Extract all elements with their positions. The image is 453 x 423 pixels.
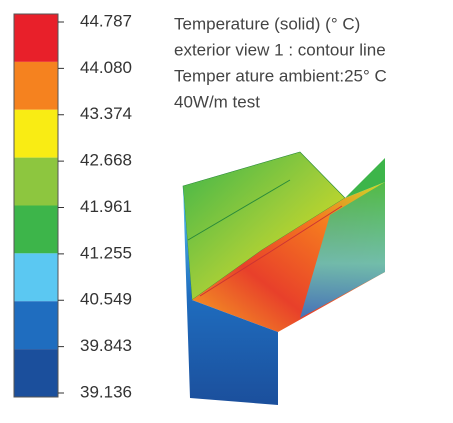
legend-label: 43.374 xyxy=(80,104,132,123)
thermal-model xyxy=(182,151,385,405)
info-line: Temper ature ambient:25° C xyxy=(174,66,387,85)
right-wall-top xyxy=(345,158,385,198)
legend-band xyxy=(14,301,58,350)
legend-label: 41.961 xyxy=(80,197,132,216)
legend-label: 41.255 xyxy=(80,243,132,262)
info-line: Temperature (solid) (° C) xyxy=(174,14,360,33)
legend-label: 44.080 xyxy=(80,58,132,77)
legend-label: 44.787 xyxy=(80,11,132,30)
legend-band xyxy=(14,157,58,206)
legend-label: 39.136 xyxy=(80,382,132,401)
front-face xyxy=(183,186,278,405)
legend-band xyxy=(14,253,58,302)
legend-label: 42.668 xyxy=(80,151,132,170)
ridge-line xyxy=(199,205,343,297)
legend-band xyxy=(14,109,58,158)
legend-label: 39.843 xyxy=(80,336,132,355)
legend-band xyxy=(14,205,58,254)
legend-frame xyxy=(13,13,59,398)
legend-band xyxy=(14,61,58,110)
legend-band xyxy=(14,349,58,397)
info-line: exterior view 1 : contour line xyxy=(174,40,386,59)
info-line: 40W/m test xyxy=(174,92,260,111)
ridge-line xyxy=(187,179,291,241)
legend-band xyxy=(14,14,58,62)
legend-label: 40.549 xyxy=(80,290,132,309)
right-wall xyxy=(300,182,385,318)
